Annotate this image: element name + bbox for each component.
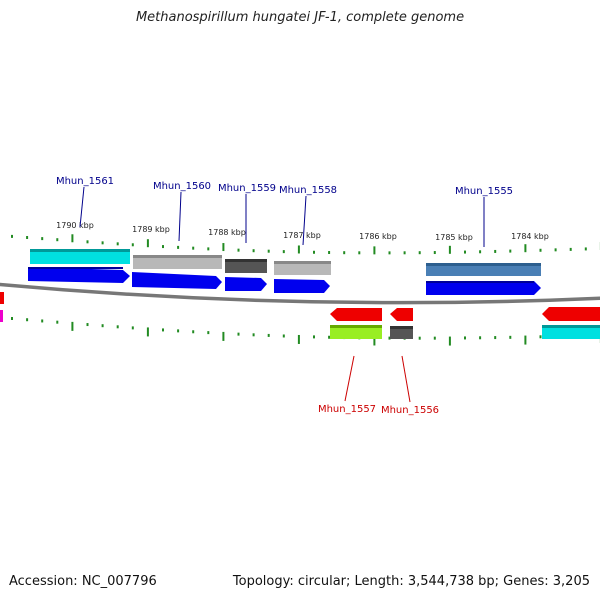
feature-bar-magenta-edge — [0, 310, 3, 322]
feature-bar-cyan — [542, 325, 600, 339]
cds-arrow-reverse-edge — [0, 292, 4, 304]
feature-bar-gray — [133, 255, 222, 269]
gene-label-forward: Mhun_1558 — [279, 185, 337, 196]
map-title: Methanospirillum hungatei JF-1, complete… — [135, 10, 465, 25]
inner-tick-marks — [11, 316, 600, 346]
cds-arrow-forward — [225, 277, 267, 291]
feature-bar-gray — [274, 261, 331, 275]
scale-label: 1785 kbp — [435, 233, 473, 242]
scale-label: 1790 kbp — [56, 221, 94, 230]
gene-leader-line — [79, 186, 85, 228]
cds-arrow-forward — [28, 267, 130, 283]
genome-backbone — [0, 282, 600, 305]
genome-summary-text: Topology: circular; Length: 3,544,738 bp… — [232, 574, 590, 589]
accession-text: Accession: NC_007796 — [9, 574, 157, 589]
cds-arrow-forward — [132, 272, 222, 289]
outer-tick-marks — [11, 234, 600, 255]
gene-label-forward: Mhun_1561 — [56, 176, 114, 187]
scale-label: 1787 kbp — [283, 231, 321, 240]
cds-arrow-reverse — [542, 307, 600, 321]
feature-bar-cyan — [30, 249, 130, 264]
scale-labels: 1790 kbp 1789 kbp 1788 kbp 1787 kbp 1786 kbp… — [56, 221, 549, 242]
scale-label: 1788 kbp — [208, 228, 246, 237]
feature-bar-steel-blue — [426, 263, 541, 276]
gene-leader-line — [178, 191, 182, 242]
gene-labels: Mhun_1561 Mhun_1560 Mhun_1559 Mhun_1558 Mhun… — [56, 176, 513, 416]
gene-label-forward: Mhun_1555 — [455, 186, 513, 197]
gene-label-reverse: Mhun_1557 — [318, 404, 376, 415]
gene-leader-line — [344, 355, 355, 402]
feature-bar-yellow-green — [330, 325, 382, 339]
scale-label: 1789 kbp — [132, 225, 170, 234]
gene-label-reverse: Mhun_1556 — [381, 405, 439, 416]
cds-arrow-reverse — [390, 308, 413, 321]
feature-bar-dark-gray — [225, 259, 267, 273]
scale-label: 1784 kbp — [511, 232, 549, 241]
cds-arrow-forward — [274, 279, 330, 293]
scale-label: 1786 kbp — [359, 232, 397, 241]
feature-bar-dark-gray — [390, 326, 413, 339]
gene-label-forward: Mhun_1559 — [218, 183, 276, 194]
cds-arrow-forward — [426, 281, 541, 295]
cds-arrow-reverse — [330, 308, 382, 321]
gene-leader-line — [401, 355, 411, 403]
gene-label-forward: Mhun_1560 — [153, 181, 211, 192]
gene-leader-line — [302, 195, 307, 246]
